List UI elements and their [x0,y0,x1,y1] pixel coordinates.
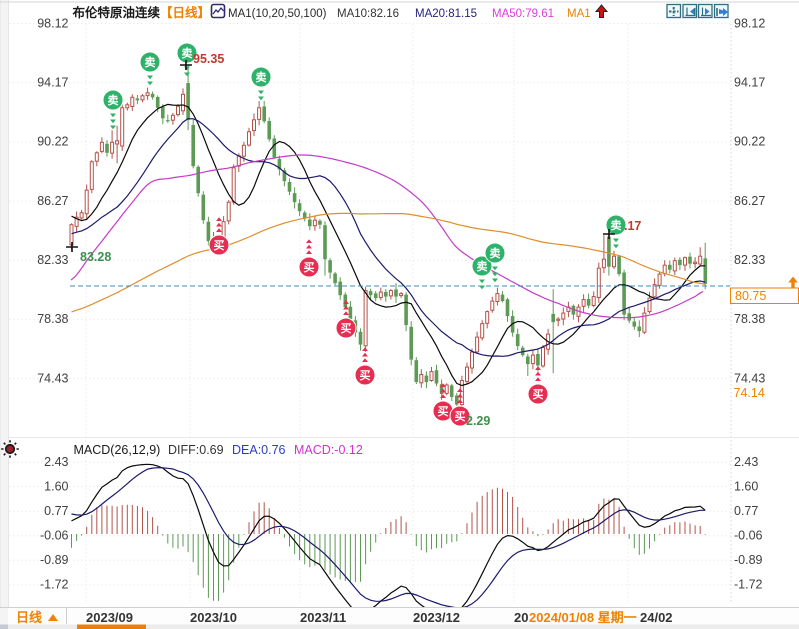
svg-text:83.28: 83.28 [80,250,111,264]
svg-text:MA1: MA1 [567,8,591,20]
svg-text:78.38: 78.38 [734,312,765,326]
svg-text:78.38: 78.38 [37,312,68,326]
svg-text:卖: 卖 [145,55,156,69]
svg-text:卖: 卖 [182,46,193,60]
svg-text:MA50:79.61: MA50:79.61 [492,8,554,20]
svg-text:2.29: 2.29 [466,414,490,428]
svg-text:-0.06: -0.06 [734,529,763,543]
svg-text:-0.89: -0.89 [734,553,763,567]
svg-text:95.35: 95.35 [193,52,224,66]
svg-text:卖: 卖 [490,246,501,260]
svg-text:卖: 卖 [108,93,119,107]
svg-text:DEA:0.76: DEA:0.76 [232,443,286,457]
svg-text:-0.89: -0.89 [40,553,69,567]
svg-text:买: 买 [533,388,544,401]
svg-text:2.43: 2.43 [734,455,758,469]
svg-text:买: 买 [214,239,225,252]
svg-text:MA20:81.15: MA20:81.15 [415,8,477,20]
svg-text:0.77: 0.77 [44,504,68,518]
svg-text:-0.06: -0.06 [40,529,69,543]
svg-text:卖: 卖 [256,70,267,84]
svg-text:2.43: 2.43 [44,455,68,469]
svg-text:布伦特原油连续: 布伦特原油连续 [73,5,161,20]
svg-text:卖: 卖 [611,218,622,232]
svg-text:2023/12: 2023/12 [413,610,460,625]
svg-text:94.17: 94.17 [734,76,765,90]
svg-text:MA10:82.16: MA10:82.16 [337,8,399,20]
svg-text:98.12: 98.12 [37,16,68,30]
svg-text:买: 买 [438,405,449,418]
svg-text:74.43: 74.43 [37,371,68,385]
svg-text:90.22: 90.22 [734,135,765,149]
svg-text:98.12: 98.12 [734,16,765,30]
svg-text:1.60: 1.60 [734,479,758,493]
svg-text:74.14: 74.14 [734,386,765,400]
svg-text:2023/11: 2023/11 [300,610,346,625]
svg-text:-1.72: -1.72 [40,578,69,592]
svg-text:.17: .17 [624,219,641,233]
svg-text:24/02: 24/02 [640,610,673,625]
svg-text:2024/01/08 星期一: 2024/01/08 星期一 [529,610,637,625]
svg-text:82.33: 82.33 [734,253,765,267]
svg-text:买: 买 [341,322,352,335]
svg-text:1.60: 1.60 [44,479,68,493]
svg-text:86.27: 86.27 [37,194,68,208]
svg-text:0.77: 0.77 [734,504,758,518]
svg-text:90.22: 90.22 [37,135,68,149]
svg-text:MACD:-0.12: MACD:-0.12 [294,443,363,457]
svg-text:82.33: 82.33 [37,253,68,267]
svg-text:80.75: 80.75 [735,289,766,303]
svg-text:卖: 卖 [477,259,488,273]
svg-text:DIFF:0.69: DIFF:0.69 [168,443,224,457]
svg-text:日线: 日线 [16,610,42,625]
svg-text:20: 20 [514,610,528,625]
svg-text:买: 买 [304,261,315,274]
svg-text:94.17: 94.17 [37,76,68,90]
svg-text:买: 买 [455,410,466,423]
svg-text:74.43: 74.43 [734,371,765,385]
svg-text:MA1(10,20,50,100): MA1(10,20,50,100) [228,8,327,20]
svg-text:【日线】: 【日线】 [160,5,210,20]
svg-text:MACD(26,12,9): MACD(26,12,9) [74,443,161,457]
svg-text:86.27: 86.27 [734,194,765,208]
svg-text:2023/09: 2023/09 [86,610,133,625]
svg-text:2023/10: 2023/10 [190,610,237,625]
svg-text:-1.72: -1.72 [734,578,763,592]
svg-text:买: 买 [360,369,371,382]
